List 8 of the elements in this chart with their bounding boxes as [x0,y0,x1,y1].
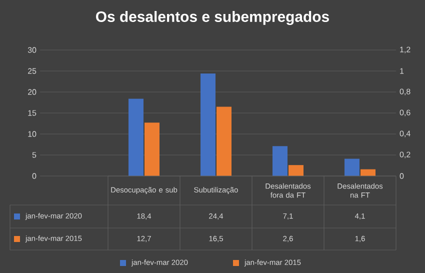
bar [272,146,288,176]
bar [216,106,232,176]
chart-title: Os desalentos e subempregados [96,11,329,26]
bar [200,74,216,176]
bar [144,122,160,176]
bar [128,98,144,176]
bar [344,158,360,176]
bar [288,165,304,176]
